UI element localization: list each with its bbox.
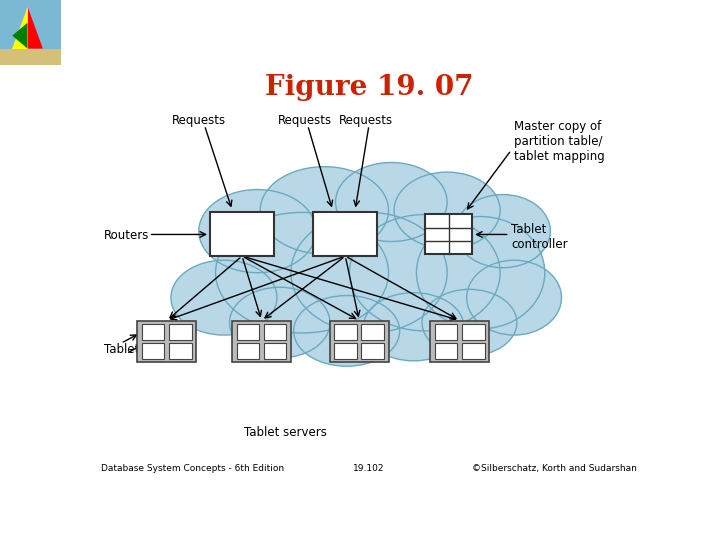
FancyBboxPatch shape — [462, 324, 485, 340]
FancyBboxPatch shape — [435, 343, 457, 359]
Ellipse shape — [199, 190, 316, 273]
Text: Master copy of
partition table/
tablet mapping: Master copy of partition table/ tablet m… — [514, 120, 605, 163]
FancyBboxPatch shape — [237, 343, 259, 359]
FancyBboxPatch shape — [264, 343, 287, 359]
Ellipse shape — [171, 260, 277, 335]
FancyBboxPatch shape — [425, 214, 472, 254]
Ellipse shape — [456, 194, 550, 268]
Polygon shape — [24, 6, 43, 49]
Text: Tablet servers: Tablet servers — [244, 426, 327, 439]
Bar — [0, 49, 61, 65]
Ellipse shape — [364, 293, 464, 361]
Ellipse shape — [336, 163, 447, 241]
Text: ©Silberschatz, Korth and Sudarshan: ©Silberschatz, Korth and Sudarshan — [472, 464, 637, 473]
Ellipse shape — [294, 295, 400, 366]
FancyBboxPatch shape — [233, 321, 291, 362]
FancyBboxPatch shape — [462, 343, 485, 359]
FancyBboxPatch shape — [169, 343, 192, 359]
Text: Requests: Requests — [339, 114, 393, 127]
Text: Requests: Requests — [278, 114, 332, 127]
FancyBboxPatch shape — [330, 321, 389, 362]
Text: Figure 19. 07: Figure 19. 07 — [265, 74, 473, 101]
Ellipse shape — [467, 260, 562, 335]
FancyBboxPatch shape — [138, 321, 196, 362]
Ellipse shape — [291, 212, 447, 333]
FancyBboxPatch shape — [142, 324, 164, 340]
FancyBboxPatch shape — [334, 324, 357, 340]
Ellipse shape — [215, 212, 389, 333]
Text: Tablets: Tablets — [104, 343, 145, 356]
FancyBboxPatch shape — [334, 343, 357, 359]
Ellipse shape — [416, 217, 545, 329]
Text: Tablet
controller: Tablet controller — [511, 224, 568, 251]
Polygon shape — [12, 23, 27, 49]
Text: Database System Concepts - 6th Edition: Database System Concepts - 6th Edition — [101, 464, 284, 473]
FancyBboxPatch shape — [313, 212, 377, 256]
FancyBboxPatch shape — [431, 321, 489, 362]
Text: Routers: Routers — [104, 229, 149, 242]
FancyBboxPatch shape — [237, 324, 259, 340]
Ellipse shape — [260, 167, 389, 254]
Ellipse shape — [394, 172, 500, 248]
FancyBboxPatch shape — [361, 324, 384, 340]
FancyBboxPatch shape — [361, 343, 384, 359]
FancyBboxPatch shape — [142, 343, 164, 359]
Ellipse shape — [422, 289, 517, 356]
Polygon shape — [12, 6, 27, 49]
Text: Requests: Requests — [172, 114, 226, 127]
Ellipse shape — [349, 214, 500, 331]
Text: 19.102: 19.102 — [354, 464, 384, 473]
FancyBboxPatch shape — [264, 324, 287, 340]
FancyBboxPatch shape — [435, 324, 457, 340]
FancyBboxPatch shape — [169, 324, 192, 340]
FancyBboxPatch shape — [210, 212, 274, 256]
Ellipse shape — [230, 287, 330, 358]
